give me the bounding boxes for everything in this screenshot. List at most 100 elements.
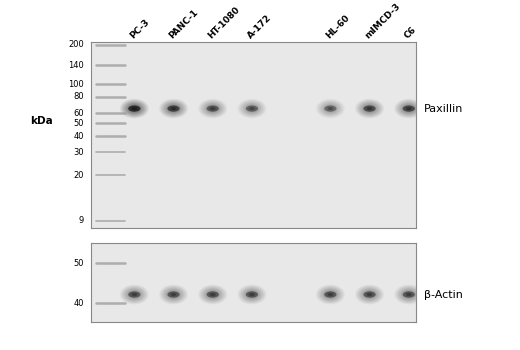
Ellipse shape: [406, 292, 412, 297]
Text: 30: 30: [73, 148, 84, 157]
Ellipse shape: [167, 291, 180, 298]
Ellipse shape: [402, 104, 415, 113]
Ellipse shape: [209, 292, 217, 298]
Ellipse shape: [172, 107, 176, 110]
Ellipse shape: [211, 293, 215, 296]
Text: 100: 100: [68, 79, 84, 89]
Ellipse shape: [166, 104, 181, 113]
Ellipse shape: [120, 99, 149, 118]
Ellipse shape: [167, 105, 180, 112]
Ellipse shape: [367, 106, 373, 111]
Ellipse shape: [127, 104, 141, 113]
Ellipse shape: [324, 291, 336, 298]
Ellipse shape: [367, 107, 372, 110]
Text: C6: C6: [402, 25, 418, 40]
Ellipse shape: [406, 293, 411, 296]
Ellipse shape: [367, 293, 372, 296]
Ellipse shape: [128, 291, 140, 298]
Text: 50: 50: [73, 259, 84, 268]
Ellipse shape: [170, 292, 178, 298]
Ellipse shape: [363, 104, 376, 113]
Ellipse shape: [132, 293, 137, 296]
Ellipse shape: [246, 105, 258, 112]
Ellipse shape: [401, 104, 416, 113]
Ellipse shape: [167, 104, 180, 113]
Ellipse shape: [171, 293, 176, 296]
Ellipse shape: [211, 107, 215, 110]
Ellipse shape: [128, 104, 140, 113]
Ellipse shape: [408, 294, 410, 295]
Ellipse shape: [368, 107, 372, 110]
Ellipse shape: [133, 294, 135, 295]
Ellipse shape: [172, 293, 176, 296]
Ellipse shape: [210, 107, 216, 110]
Ellipse shape: [133, 108, 135, 109]
Ellipse shape: [363, 105, 376, 112]
Text: 200: 200: [68, 40, 84, 49]
Ellipse shape: [249, 292, 255, 297]
Ellipse shape: [328, 293, 333, 296]
Ellipse shape: [130, 292, 138, 298]
Ellipse shape: [212, 108, 214, 109]
Ellipse shape: [362, 104, 377, 113]
Ellipse shape: [128, 105, 140, 112]
Text: kDa: kDa: [30, 116, 53, 126]
Ellipse shape: [173, 108, 175, 109]
Text: 60: 60: [73, 108, 84, 118]
Ellipse shape: [131, 106, 137, 111]
Ellipse shape: [206, 291, 219, 298]
Ellipse shape: [124, 102, 145, 116]
Ellipse shape: [406, 107, 411, 110]
Text: 50: 50: [73, 119, 84, 128]
Text: 80: 80: [73, 92, 84, 101]
Text: β-Actin: β-Actin: [424, 289, 463, 300]
Ellipse shape: [402, 291, 415, 298]
Ellipse shape: [367, 292, 373, 297]
Ellipse shape: [326, 292, 334, 298]
Text: 40: 40: [73, 132, 84, 141]
Ellipse shape: [210, 293, 216, 296]
Text: PANC-1: PANC-1: [167, 8, 200, 40]
Ellipse shape: [328, 107, 333, 110]
Ellipse shape: [210, 292, 216, 297]
Ellipse shape: [209, 106, 217, 111]
Ellipse shape: [212, 294, 214, 295]
Ellipse shape: [171, 107, 176, 110]
Ellipse shape: [407, 293, 411, 296]
Ellipse shape: [366, 292, 374, 298]
Ellipse shape: [408, 108, 410, 109]
Ellipse shape: [173, 294, 175, 295]
Ellipse shape: [249, 293, 255, 296]
Ellipse shape: [132, 107, 136, 110]
Ellipse shape: [126, 103, 142, 114]
Ellipse shape: [404, 105, 414, 112]
Ellipse shape: [132, 293, 136, 296]
Ellipse shape: [246, 291, 258, 298]
Ellipse shape: [170, 106, 178, 111]
Ellipse shape: [407, 107, 411, 110]
Ellipse shape: [400, 103, 417, 114]
Ellipse shape: [405, 106, 413, 111]
Ellipse shape: [168, 105, 179, 112]
Ellipse shape: [329, 294, 331, 295]
Ellipse shape: [368, 293, 372, 296]
Ellipse shape: [327, 292, 333, 297]
Ellipse shape: [122, 100, 147, 117]
Ellipse shape: [129, 105, 139, 112]
Ellipse shape: [365, 105, 375, 112]
Ellipse shape: [130, 106, 138, 111]
Text: 9: 9: [79, 216, 84, 225]
Ellipse shape: [251, 108, 253, 109]
Ellipse shape: [164, 102, 183, 115]
Text: 20: 20: [73, 171, 84, 180]
Ellipse shape: [132, 107, 137, 110]
Text: PC-3: PC-3: [128, 17, 151, 40]
Ellipse shape: [121, 99, 148, 118]
Ellipse shape: [363, 291, 376, 298]
Ellipse shape: [125, 102, 144, 115]
Ellipse shape: [123, 101, 146, 116]
Ellipse shape: [399, 102, 418, 115]
Text: 140: 140: [68, 61, 84, 70]
Ellipse shape: [206, 105, 219, 112]
Ellipse shape: [406, 106, 412, 111]
